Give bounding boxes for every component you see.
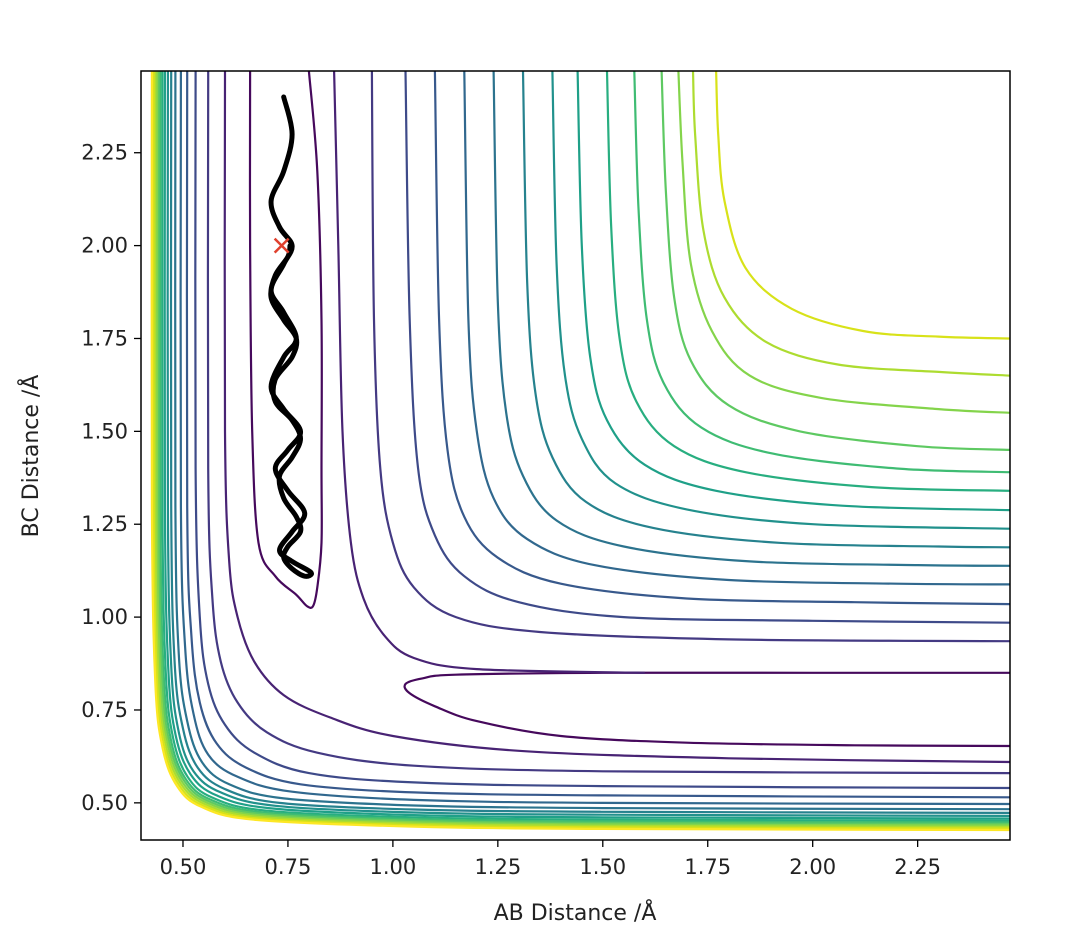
contour-level-5b bbox=[185, 71, 1010, 799]
contour-level-1 bbox=[248, 71, 323, 609]
contour-level-6b bbox=[179, 71, 1010, 806]
contour-level-6 bbox=[463, 71, 1010, 586]
contour-level-4 bbox=[404, 71, 1010, 624]
x-tick-label: 0.75 bbox=[265, 855, 312, 879]
y-tick-label: 1.50 bbox=[81, 419, 128, 443]
x-axis: 0.50 0.75 1.00 1.25 1.50 1.75 2.00 2.25 bbox=[160, 840, 941, 879]
contour-level-11b bbox=[161, 71, 1010, 822]
contour-level-10b bbox=[163, 71, 1010, 820]
contour-level-8 bbox=[521, 71, 1010, 549]
contour-level-15b bbox=[153, 71, 1010, 829]
contour-level-2 bbox=[333, 71, 645, 674]
contour-level-7b bbox=[174, 71, 1010, 811]
marker-layer bbox=[273, 237, 290, 254]
contour-level-16 bbox=[715, 71, 1010, 340]
contour-level-11 bbox=[605, 71, 1010, 492]
y-axis-title: BC Distance /Å bbox=[17, 375, 44, 538]
plot-frame bbox=[140, 70, 1011, 841]
contour-level-12 bbox=[633, 71, 1010, 474]
contour-level-10 bbox=[576, 71, 1010, 512]
y-tick-label: 2.00 bbox=[81, 234, 128, 258]
x-tick-label: 1.00 bbox=[370, 855, 417, 879]
contour-level-16b bbox=[152, 71, 1010, 830]
contour-level-17b bbox=[150, 71, 1010, 832]
contour-level-13b bbox=[157, 71, 1010, 826]
trajectory-layer bbox=[268, 94, 314, 579]
contour-level-3b bbox=[206, 71, 1010, 775]
contour-level-1-well bbox=[403, 671, 1010, 748]
x-tick-label: 1.25 bbox=[474, 855, 521, 879]
contour-level-2b bbox=[223, 71, 1010, 764]
y-tick-label: 2.25 bbox=[81, 141, 128, 165]
y-tick-label: 0.75 bbox=[81, 698, 128, 722]
y-tick-label: 1.75 bbox=[81, 326, 128, 350]
start-marker bbox=[273, 237, 290, 254]
contour-level-9 bbox=[551, 71, 1010, 530]
x-tick-label: 2.25 bbox=[894, 855, 941, 879]
x-tick-label: 1.50 bbox=[579, 855, 626, 879]
x-tick-label: 1.75 bbox=[684, 855, 731, 879]
trajectory-line bbox=[268, 94, 314, 579]
contour-level-14 bbox=[677, 71, 1010, 414]
contour-level-4b bbox=[194, 71, 1010, 790]
contour-level-9b bbox=[166, 71, 1010, 817]
x-axis-title: AB Distance /Å bbox=[494, 899, 657, 926]
x-tick-label: 0.50 bbox=[160, 855, 207, 879]
contour-level-14b bbox=[155, 71, 1010, 827]
y-tick-label: 1.00 bbox=[81, 605, 128, 629]
contour-level-15 bbox=[691, 71, 1010, 377]
contour-level-8b bbox=[169, 71, 1010, 814]
contour-level-12b bbox=[158, 71, 1010, 824]
contour-lines bbox=[150, 71, 1010, 832]
x-tick-label: 2.00 bbox=[789, 855, 836, 879]
contour-level-3 bbox=[370, 71, 1010, 643]
y-tick-label: 0.50 bbox=[81, 791, 128, 815]
contour-level-13 bbox=[660, 71, 1010, 451]
contour-level-5 bbox=[433, 71, 1010, 606]
y-axis: 0.50 0.75 1.00 1.25 1.50 1.75 2.00 2.25 bbox=[81, 141, 141, 815]
contour-level-7 bbox=[492, 71, 1010, 567]
y-tick-label: 1.25 bbox=[81, 512, 128, 536]
